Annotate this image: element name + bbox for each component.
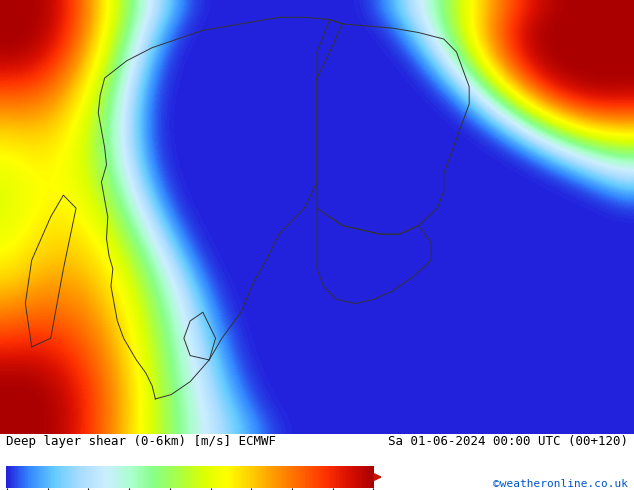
Text: Sa 01-06-2024 00:00 UTC (00+120): Sa 01-06-2024 00:00 UTC (00+120) (387, 435, 628, 448)
Text: ©weatheronline.co.uk: ©weatheronline.co.uk (493, 479, 628, 490)
Text: Deep layer shear (0-6km) [m/s] ECMWF: Deep layer shear (0-6km) [m/s] ECMWF (6, 435, 276, 448)
